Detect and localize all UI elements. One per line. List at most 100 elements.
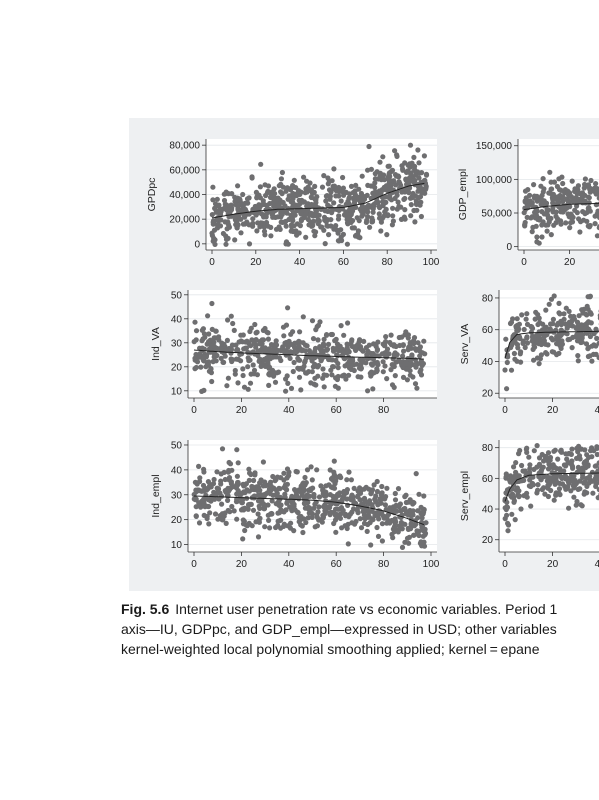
data-point xyxy=(391,504,397,511)
data-point xyxy=(243,345,249,351)
data-point xyxy=(379,538,385,544)
data-point xyxy=(261,356,267,363)
data-point xyxy=(192,319,198,325)
data-point xyxy=(399,189,405,195)
data-point xyxy=(378,491,384,498)
smoothing-line xyxy=(504,472,599,502)
data-point xyxy=(268,192,275,199)
data-point xyxy=(211,476,217,483)
data-point xyxy=(372,184,378,191)
data-point xyxy=(388,332,394,338)
data-point xyxy=(308,187,314,193)
data-point xyxy=(587,333,593,340)
data-point xyxy=(415,515,421,521)
data-point xyxy=(257,515,263,521)
data-point xyxy=(569,219,576,225)
data-point xyxy=(239,207,245,214)
data-point xyxy=(548,487,554,494)
data-point xyxy=(575,324,581,330)
data-point xyxy=(335,385,341,391)
data-point xyxy=(344,341,350,347)
data-point xyxy=(300,314,306,320)
data-point xyxy=(524,340,531,346)
data-point xyxy=(532,316,538,322)
data-point xyxy=(569,446,575,452)
data-point xyxy=(330,183,336,189)
data-point xyxy=(285,380,291,386)
data-point xyxy=(361,338,367,344)
data-point xyxy=(368,508,374,514)
data-point xyxy=(405,525,411,531)
data-point xyxy=(319,519,325,525)
data-point xyxy=(513,460,519,466)
data-point xyxy=(402,521,408,527)
data-point xyxy=(521,477,527,483)
data-point xyxy=(234,347,240,353)
data-point xyxy=(569,345,575,351)
data-point xyxy=(209,326,215,332)
data-point xyxy=(380,369,386,375)
data-point xyxy=(192,366,198,372)
data-point xyxy=(290,183,296,189)
data-point xyxy=(306,510,312,516)
scatter-points xyxy=(521,169,599,246)
data-point xyxy=(346,358,352,364)
data-point xyxy=(285,349,291,355)
data-point xyxy=(378,219,384,225)
data-point xyxy=(369,517,375,523)
data-point xyxy=(562,190,568,196)
data-point xyxy=(574,445,580,451)
y-tick-label: 50 xyxy=(171,290,183,301)
data-point xyxy=(225,497,231,503)
data-point xyxy=(516,451,522,457)
x-tick-label: 40 xyxy=(283,559,295,570)
data-point xyxy=(331,458,337,464)
data-point xyxy=(382,496,388,502)
data-point xyxy=(263,483,269,489)
data-point xyxy=(296,343,302,349)
data-point xyxy=(564,456,570,462)
data-point xyxy=(229,503,235,510)
data-point xyxy=(320,341,327,347)
data-point xyxy=(548,321,554,327)
data-point xyxy=(409,352,415,358)
data-point xyxy=(338,474,344,481)
x-tick-label: 60 xyxy=(338,257,350,268)
y-tick-label: 10 xyxy=(171,540,183,551)
data-point xyxy=(379,483,385,490)
data-point xyxy=(259,337,265,343)
data-point xyxy=(235,488,241,494)
x-tick-label: 20 xyxy=(236,405,248,416)
data-point xyxy=(403,508,409,514)
data-point xyxy=(235,460,241,466)
data-point xyxy=(592,476,598,482)
data-point xyxy=(269,511,275,517)
data-point xyxy=(209,300,215,307)
data-point xyxy=(589,454,595,460)
data-point xyxy=(315,364,321,370)
data-point xyxy=(275,510,281,516)
data-point xyxy=(406,534,412,540)
data-point xyxy=(350,189,356,196)
data-point xyxy=(352,344,358,350)
data-point xyxy=(254,228,260,234)
data-point xyxy=(236,339,242,345)
data-point xyxy=(423,171,430,177)
data-point xyxy=(509,494,515,500)
data-point xyxy=(268,342,275,348)
data-point xyxy=(421,543,428,549)
y-axis-title: GDP_empl xyxy=(457,169,469,220)
data-point xyxy=(272,341,278,347)
data-point xyxy=(248,471,254,478)
chart-gpdpc: 0 20,000 40,000 60,000 80,000 0 20 40 60 80 100 GPD… xyxy=(146,139,440,268)
data-point xyxy=(257,487,263,493)
data-point xyxy=(210,197,216,203)
data-point xyxy=(594,451,599,458)
data-point xyxy=(238,358,244,364)
data-point xyxy=(568,313,574,319)
data-point xyxy=(389,362,395,368)
data-point xyxy=(336,188,342,195)
data-point xyxy=(219,501,225,507)
data-point xyxy=(529,480,536,487)
data-point xyxy=(267,200,273,207)
